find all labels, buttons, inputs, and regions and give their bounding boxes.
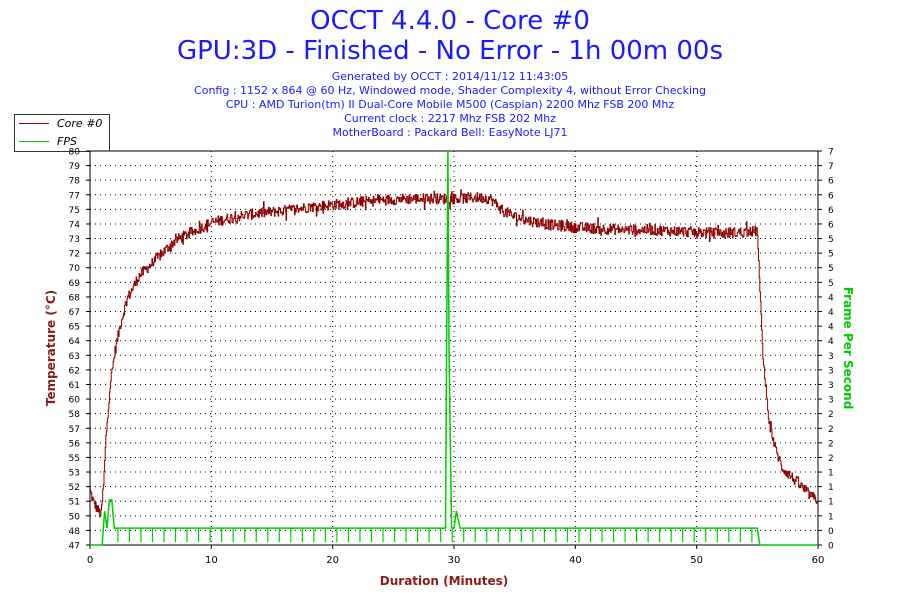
y2-tick-label: 0: [828, 542, 834, 552]
y-tick-label: 48: [69, 527, 81, 537]
y-tick-label: 79: [69, 162, 81, 172]
y-tick-label: 72: [69, 250, 80, 260]
y2-tick-label: 5: [828, 250, 834, 260]
legend-label-core0: Core #0: [57, 117, 103, 130]
x-tick-label: 50: [690, 555, 703, 566]
y2-tick-label: 6: [828, 220, 834, 230]
y-tick-label: 78: [69, 177, 81, 187]
y2-tick-label: 2: [828, 410, 834, 420]
y2-tick-label: 0: [828, 527, 834, 537]
y-tick-label: 50: [69, 512, 81, 522]
y-tick-label: 77: [69, 191, 80, 201]
y2-tick-label: 1: [828, 483, 834, 493]
y-tick-label: 80: [69, 148, 81, 158]
y-tick-label: 58: [69, 410, 81, 420]
legend-label-fps: FPS: [57, 135, 77, 148]
y-tick-label: 52: [69, 483, 80, 493]
x-tick-label: 20: [326, 555, 339, 566]
y-tick-label: 73: [69, 235, 80, 245]
y2-tick-label: 2: [828, 425, 834, 435]
y2-tick-label: 2: [828, 454, 834, 464]
x-axis-title: Duration (Minutes): [380, 574, 508, 588]
plot-area: [89, 150, 819, 546]
y-tick-label: 60: [69, 396, 81, 406]
y2-tick-label: 1: [828, 512, 834, 522]
x-tick-label: 40: [569, 555, 582, 566]
info-config: Config : 1152 x 864 @ 60 Hz, Windowed mo…: [194, 84, 706, 97]
y2-tick-label: 5: [828, 279, 834, 289]
info-motherboard: MotherBoard : Packard Bell: EasyNote LJ7…: [332, 126, 568, 139]
y2-tick-label: 3: [828, 381, 834, 391]
series-line-core0: [90, 189, 819, 518]
y-tick-label: 68: [69, 293, 81, 303]
y-tick-label: 51: [69, 498, 80, 508]
y-tick-label: 65: [69, 323, 80, 333]
y-tick-label: 64: [69, 337, 81, 347]
y2-tick-label: 6: [828, 191, 834, 201]
y2-tick-label: 6: [828, 177, 834, 187]
y2-tick-label: 4: [828, 308, 834, 318]
y2-tick-label: 3: [828, 352, 834, 362]
y2-tick-label: 4: [828, 293, 834, 303]
y-tick-label: 57: [69, 425, 80, 435]
y-tick-label: 69: [69, 279, 81, 289]
y-axis-title: Temperature (°C): [44, 290, 58, 406]
y2-axis-title: Frame Per Second: [841, 287, 855, 410]
y2-tick-label: 4: [828, 337, 834, 347]
y2-tick-label: 7: [828, 162, 834, 172]
info-clock: Current clock : 2217 Mhz FSB 202 Mhz: [344, 112, 556, 125]
y-tick-label: 75: [69, 206, 80, 216]
chart-subtitle: GPU:3D - Finished - No Error - 1h 00m 00…: [176, 36, 723, 66]
legend-swatch-fps: [19, 141, 49, 142]
y2-tick-label: 4: [828, 323, 834, 333]
x-tick-label: 60: [812, 555, 825, 566]
chart-legend: Core #0 FPS: [14, 114, 110, 152]
info-generated: Generated by OCCT : 2014/11/12 11:43:05: [331, 70, 569, 83]
y2-tick-label: 2: [828, 439, 834, 449]
x-tick-label: 10: [205, 555, 218, 566]
chart-title: OCCT 4.4.0 - Core #0: [310, 6, 590, 36]
y2-tick-label: 5: [828, 264, 834, 274]
y-tick-label: 70: [69, 264, 81, 274]
y-tick-label: 56: [69, 439, 81, 449]
info-cpu: CPU : AMD Turion(tm) II Dual-Core Mobile…: [225, 98, 675, 111]
y-tick-label: 53: [69, 469, 80, 479]
x-tick-label: 30: [448, 555, 461, 566]
y2-tick-label: 5: [828, 235, 834, 245]
y-tick-label: 62: [69, 366, 80, 376]
y-tick-label: 74: [69, 220, 81, 230]
y2-tick-label: 6: [828, 206, 834, 216]
y-tick-label: 47: [69, 542, 80, 552]
y2-tick-label: 3: [828, 366, 834, 376]
x-tick-label: 0: [87, 555, 93, 566]
y-tick-label: 55: [69, 454, 80, 464]
legend-swatch-core0: [19, 123, 49, 124]
y-tick-label: 63: [69, 352, 80, 362]
y2-tick-label: 3: [828, 396, 834, 406]
y2-tick-label: 1: [828, 469, 834, 479]
y2-tick-label: 7: [828, 148, 834, 158]
legend-item-core0: Core #0: [19, 116, 109, 132]
y-tick-label: 67: [69, 308, 80, 318]
y-tick-label: 61: [69, 381, 80, 391]
y2-tick-label: 1: [828, 498, 834, 508]
legend-item-fps: FPS: [19, 134, 109, 150]
series-line-fps: [90, 150, 818, 546]
